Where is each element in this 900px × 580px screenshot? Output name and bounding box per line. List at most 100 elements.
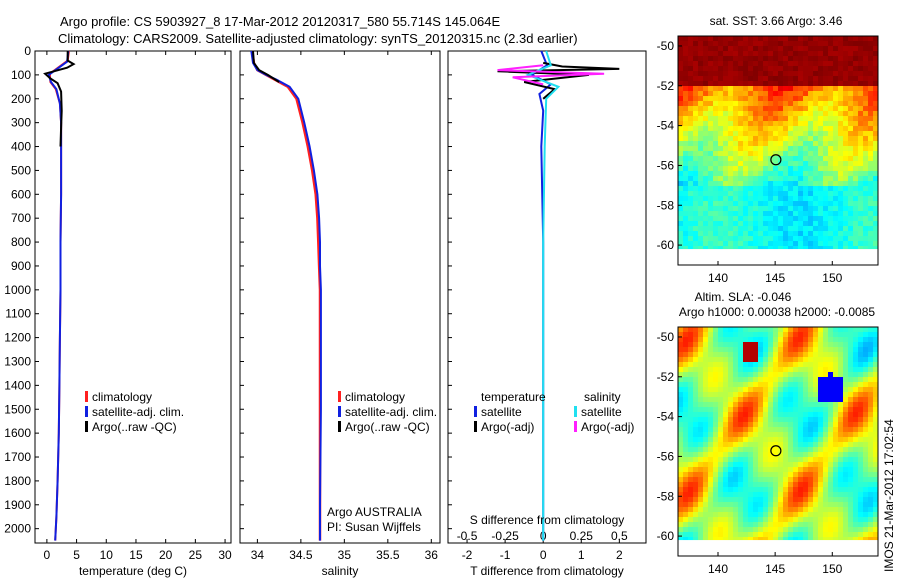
map-cell: [713, 462, 718, 467]
map-cell: [693, 131, 698, 136]
map-cell: [758, 342, 763, 347]
map-cell: [848, 201, 853, 206]
map-cell: [703, 502, 708, 507]
map-cell: [738, 382, 743, 387]
map-cell: [733, 517, 738, 522]
map-cell: [758, 131, 763, 136]
map-cell: [788, 101, 793, 106]
map-cell: [803, 241, 808, 246]
map-cell: [723, 367, 728, 372]
map-cell: [818, 186, 823, 191]
map-cell: [813, 422, 818, 427]
map-cell: [803, 96, 808, 101]
map-cell: [818, 46, 823, 51]
map-cell: [758, 156, 763, 161]
map-cell: [873, 512, 878, 517]
map-cell: [843, 136, 848, 141]
map-cell: [803, 477, 808, 482]
map-cell: [828, 472, 833, 477]
map-cell: [828, 56, 833, 61]
map-cell: [838, 457, 843, 462]
map-cell: [728, 422, 733, 427]
map-cell: [873, 472, 878, 477]
map-cell: [848, 407, 853, 412]
map-cell: [718, 206, 723, 211]
map-cell: [738, 517, 743, 522]
map-cell: [688, 447, 693, 452]
map-cell: [853, 492, 858, 497]
map-cell: [723, 91, 728, 96]
map-cell: [718, 76, 723, 81]
map-cell: [838, 111, 843, 116]
map-cell: [718, 537, 723, 541]
map-cell: [808, 457, 813, 462]
map-cell: [758, 417, 763, 422]
map-cell: [843, 91, 848, 96]
x-tick-label: 36: [425, 548, 439, 562]
map-cell: [778, 211, 783, 216]
map-cell: [788, 527, 793, 532]
map-cell: [773, 497, 778, 502]
map-cell: [748, 497, 753, 502]
map-cell: [713, 76, 718, 81]
map-cell: [843, 226, 848, 231]
imos-timestamp: IMOS 21-Mar-2012 17:02:54: [882, 419, 896, 572]
map-cell: [758, 236, 763, 241]
map-cell: [723, 387, 728, 392]
map-cell: [733, 141, 738, 146]
map-cell: [698, 146, 703, 151]
map-cell: [868, 392, 873, 397]
map-cell: [863, 342, 868, 347]
map-cell: [833, 201, 838, 206]
map-cell: [863, 507, 868, 512]
map-cell: [738, 432, 743, 437]
map-cell: [693, 176, 698, 181]
map-cell: [873, 432, 878, 437]
map-cell: [748, 151, 753, 156]
map-cell: [788, 106, 793, 111]
map-cell: [713, 191, 718, 196]
map-cell: [798, 146, 803, 151]
map-cell: [868, 517, 873, 522]
map-cell: [768, 452, 773, 457]
map-cell: [798, 106, 803, 111]
map-cell: [858, 166, 863, 171]
map-cell: [723, 502, 728, 507]
map-cell: [873, 392, 878, 397]
map-cell: [863, 447, 868, 452]
map-cell: [693, 367, 698, 372]
map-cell: [778, 517, 783, 522]
map-cell: [688, 41, 693, 46]
map-cell: [688, 171, 693, 176]
map-cell: [773, 226, 778, 231]
map-cell: [728, 502, 733, 507]
map-cell: [848, 357, 853, 362]
map-cell: [758, 101, 763, 106]
map-cell: [778, 96, 783, 101]
map-cell: [758, 191, 763, 196]
map-cell: [693, 166, 698, 171]
map-cell: [848, 327, 853, 332]
map-cell: [683, 457, 688, 462]
map-cell: [743, 151, 748, 156]
map-cell: [788, 76, 793, 81]
map-cell: [838, 191, 843, 196]
map-cell: [693, 71, 698, 76]
map-cell: [793, 141, 798, 146]
map-cell: [683, 81, 688, 86]
map-cell: [713, 246, 718, 250]
map-cell: [778, 91, 783, 96]
map-cell: [813, 512, 818, 517]
map-cell: [803, 377, 808, 382]
map-cell: [773, 76, 778, 81]
map-cell: [838, 432, 843, 437]
map-cell: [703, 146, 708, 151]
map-cell: [843, 442, 848, 447]
map-cell: [738, 447, 743, 452]
map-cell: [843, 367, 848, 372]
map-cell: [753, 156, 758, 161]
map-cell: [803, 517, 808, 522]
map-cell: [843, 176, 848, 181]
map-cell: [798, 191, 803, 196]
map-cell: [718, 522, 723, 527]
